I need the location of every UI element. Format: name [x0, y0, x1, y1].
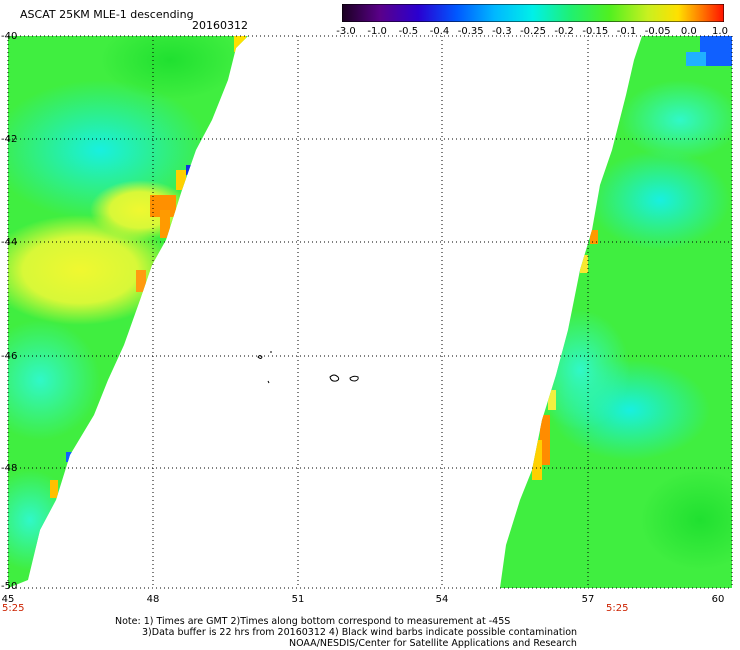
note-line-2: 3)Data buffer is 22 hrs from 20160312 4)… — [142, 627, 578, 638]
latitude-label: -40 — [1, 31, 18, 42]
latitude-label: -42 — [1, 134, 18, 145]
time-label-right: 5:25 — [606, 603, 629, 614]
latitude-label: -50 — [1, 581, 18, 592]
island-outlines — [257, 351, 359, 384]
time-label-left: 5:25 — [2, 603, 25, 614]
colorbar-tick-label: 1.0 — [712, 26, 728, 37]
product-title: ASCAT 25KM MLE-1 descending — [20, 8, 194, 21]
graticule — [7, 35, 733, 589]
longitude-label: 45 — [1, 594, 15, 605]
colorbar-tick-label: -0.4 — [429, 26, 450, 37]
colorbar-tick-label: -0.35 — [457, 26, 484, 37]
longitude-label: 60 — [711, 594, 725, 605]
latitude-label: -46 — [1, 351, 18, 362]
longitude-label: 51 — [291, 594, 305, 605]
colorbar-tick-label: -3.0 — [336, 26, 356, 37]
colorbar — [342, 4, 724, 22]
colorbar-tick-label: -0.05 — [644, 26, 671, 37]
right-swath — [500, 36, 732, 588]
colorbar-tick-label: -0.3 — [492, 26, 512, 37]
colorbar-tick-label: -0.5 — [398, 26, 419, 37]
latitude-label: -44 — [1, 237, 18, 248]
note-line-1: Note: 1) Times are GMT 2)Times along bot… — [115, 616, 511, 627]
colorbar-tick-label: -0.1 — [616, 26, 637, 37]
left-swath — [8, 36, 248, 588]
product-date: 20160312 — [192, 19, 248, 32]
colorbar-tick-label: -0.25 — [520, 26, 546, 37]
longitude-label: 54 — [435, 594, 449, 605]
longitude-label: 57 — [581, 594, 595, 605]
colorbar-tick-label: -0.2 — [554, 26, 574, 37]
colorbar-gradient — [342, 4, 724, 22]
colorbar-tick-label: -1.0 — [367, 26, 387, 37]
note-line-3: NOAA/NESDIS/Center for Satellite Applica… — [289, 638, 577, 649]
colorbar-tick-label: 0.0 — [680, 26, 697, 37]
colorbar-tick-label: -0.15 — [582, 26, 609, 37]
latitude-label: -48 — [1, 463, 18, 474]
longitude-label: 48 — [146, 594, 160, 605]
